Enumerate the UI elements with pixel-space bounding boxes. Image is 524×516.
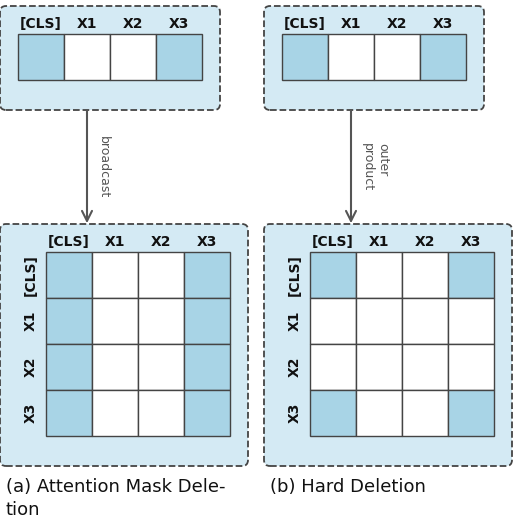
Text: X1: X1 — [341, 17, 361, 31]
Text: [CLS]: [CLS] — [24, 254, 38, 296]
Bar — [46, 298, 92, 344]
Text: X3: X3 — [288, 403, 302, 423]
Bar — [138, 298, 184, 344]
Text: [CLS]: [CLS] — [20, 17, 62, 31]
Text: X3: X3 — [461, 235, 481, 249]
Bar — [184, 252, 230, 298]
Bar — [46, 390, 92, 436]
Bar — [402, 344, 448, 390]
Text: X1: X1 — [24, 311, 38, 331]
FancyBboxPatch shape — [264, 6, 484, 110]
Text: (b) Hard Deletion: (b) Hard Deletion — [270, 478, 426, 496]
Bar — [402, 390, 448, 436]
Bar — [92, 298, 138, 344]
Bar — [138, 252, 184, 298]
Bar — [282, 34, 328, 80]
Text: X2: X2 — [123, 17, 143, 31]
Text: [CLS]: [CLS] — [288, 254, 302, 296]
Bar — [310, 390, 356, 436]
Text: broadcast: broadcast — [97, 136, 110, 198]
Bar — [64, 34, 110, 80]
Bar — [156, 34, 202, 80]
Bar — [138, 344, 184, 390]
Bar — [356, 298, 402, 344]
Bar — [356, 344, 402, 390]
Bar — [356, 252, 402, 298]
FancyBboxPatch shape — [0, 6, 220, 110]
Text: [CLS]: [CLS] — [312, 235, 354, 249]
Text: X2: X2 — [415, 235, 435, 249]
Text: X1: X1 — [288, 311, 302, 331]
Bar — [92, 252, 138, 298]
Text: X2: X2 — [288, 357, 302, 377]
Text: X1: X1 — [105, 235, 125, 249]
Bar — [420, 34, 466, 80]
Bar — [356, 390, 402, 436]
Bar — [92, 390, 138, 436]
Text: outer
product: outer product — [361, 143, 389, 191]
Text: X1: X1 — [369, 235, 389, 249]
Text: [CLS]: [CLS] — [284, 17, 326, 31]
Text: X2: X2 — [387, 17, 407, 31]
Bar — [310, 344, 356, 390]
Bar — [138, 390, 184, 436]
Bar — [46, 344, 92, 390]
Bar — [448, 252, 494, 298]
Bar — [184, 344, 230, 390]
Bar — [448, 390, 494, 436]
Bar — [18, 34, 64, 80]
Bar — [110, 34, 156, 80]
Bar — [448, 344, 494, 390]
Text: tion: tion — [6, 502, 40, 516]
FancyBboxPatch shape — [264, 224, 512, 466]
Bar — [402, 298, 448, 344]
Bar — [184, 390, 230, 436]
Text: X3: X3 — [197, 235, 217, 249]
Bar — [374, 34, 420, 80]
Text: (a) Attention Mask Dele-: (a) Attention Mask Dele- — [6, 478, 225, 496]
Text: [CLS]: [CLS] — [48, 235, 90, 249]
Text: X3: X3 — [24, 403, 38, 423]
Text: X3: X3 — [433, 17, 453, 31]
FancyBboxPatch shape — [0, 224, 248, 466]
Text: X2: X2 — [24, 357, 38, 377]
Text: X2: X2 — [151, 235, 171, 249]
Bar — [310, 252, 356, 298]
Bar — [184, 298, 230, 344]
Bar — [92, 344, 138, 390]
Bar — [448, 298, 494, 344]
Bar — [402, 252, 448, 298]
Bar — [328, 34, 374, 80]
Text: X1: X1 — [77, 17, 97, 31]
Text: X3: X3 — [169, 17, 189, 31]
Bar — [310, 298, 356, 344]
Bar — [46, 252, 92, 298]
